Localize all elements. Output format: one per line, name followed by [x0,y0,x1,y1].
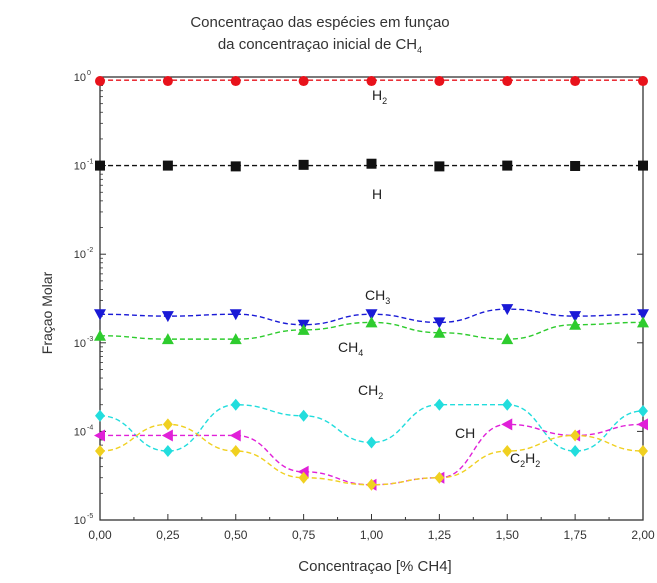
y-tick-label: 10 [74,161,86,173]
data-point [366,76,377,87]
data-point [161,333,174,345]
chart-title-line-2-text: da concentraçao inicial de CH [217,36,418,53]
data-point [229,333,242,345]
data-point [366,478,377,491]
data-point [229,429,241,442]
data-point [638,160,648,171]
series-label: H2 [372,87,387,106]
data-point [94,329,106,341]
data-point [162,445,173,458]
data-point [94,309,106,321]
data-point [502,160,513,171]
series-line [100,423,644,486]
x-tick-label: 0,25 [156,528,180,542]
y-tick-exponent: -4 [87,424,93,431]
data-point [230,161,241,172]
data-point [637,418,648,431]
x-tick-label: 1,00 [360,528,384,542]
data-point [434,471,445,484]
data-point [434,76,445,87]
x-tick-label: 0,75 [292,528,316,542]
data-point [162,160,173,171]
data-point [570,429,581,442]
data-point [365,316,378,328]
data-point [230,398,241,411]
data-point [95,160,105,171]
data-point [95,409,105,422]
x-axis-label: Concentraçao [% CH4] [298,558,452,575]
data-point [94,429,105,442]
data-point [502,445,513,458]
data-point [433,326,446,338]
data-point [298,471,309,484]
series-label: CH2 [358,382,383,401]
data-point [230,445,241,458]
data-point [570,76,581,87]
series-line [99,423,644,486]
series-label: H [372,186,382,202]
y-tick-exponent: 0 [87,70,91,77]
data-point [365,309,378,321]
y-tick-exponent: -1 [87,159,93,166]
y-tick-label: 10 [74,426,86,438]
series-label: CH [455,425,475,441]
x-tick-label: 0,00 [88,528,112,542]
y-tick-exponent: -5 [87,513,93,520]
series-label: C2H2 [510,450,540,469]
data-point [161,311,174,323]
x-tick-label: 1,75 [563,528,587,542]
data-point [297,323,310,335]
data-point [162,418,173,431]
data-point [230,76,241,87]
data-point [638,404,648,417]
data-point [637,309,649,321]
data-point [502,398,513,411]
series-label: CH4 [338,339,363,358]
x-tick-label: 1,50 [496,528,520,542]
data-point [501,333,514,345]
data-point [502,76,513,87]
data-point [366,158,377,169]
chart-title-subscript: 4 [417,45,423,55]
data-point [569,318,582,330]
data-point [161,429,173,442]
data-point [366,436,377,449]
data-point [95,445,105,458]
data-point [569,311,582,323]
chart-title-line-1: Concentraçao das espécies em funçao [190,14,450,31]
chart-title-line-2: da concentraçao inicial de CH4 [130,36,510,55]
data-point [433,317,446,329]
y-tick-exponent: -2 [87,247,93,254]
data-point [298,159,309,170]
y-tick-label: 10 [74,72,86,84]
data-point [95,76,105,87]
data-point [434,398,445,411]
data-point [501,304,514,316]
y-tick-label: 10 [74,515,86,527]
x-tick-label: 2,00 [631,528,655,542]
data-point [298,409,309,422]
data-point [637,316,649,328]
data-point [570,160,581,171]
data-point [638,445,648,458]
data-point [638,76,648,87]
data-point [501,418,513,431]
data-point [298,76,309,87]
data-point [229,309,242,321]
y-tick-exponent: -3 [87,336,93,343]
y-tick-label: 10 [74,338,86,350]
x-tick-label: 1,25 [428,528,452,542]
y-tick-label: 10 [74,249,86,261]
data-point [162,76,173,87]
series-label: CH3 [365,287,390,306]
x-tick-label: 0,50 [224,528,248,542]
data-point [434,161,445,172]
data-point [570,445,581,458]
